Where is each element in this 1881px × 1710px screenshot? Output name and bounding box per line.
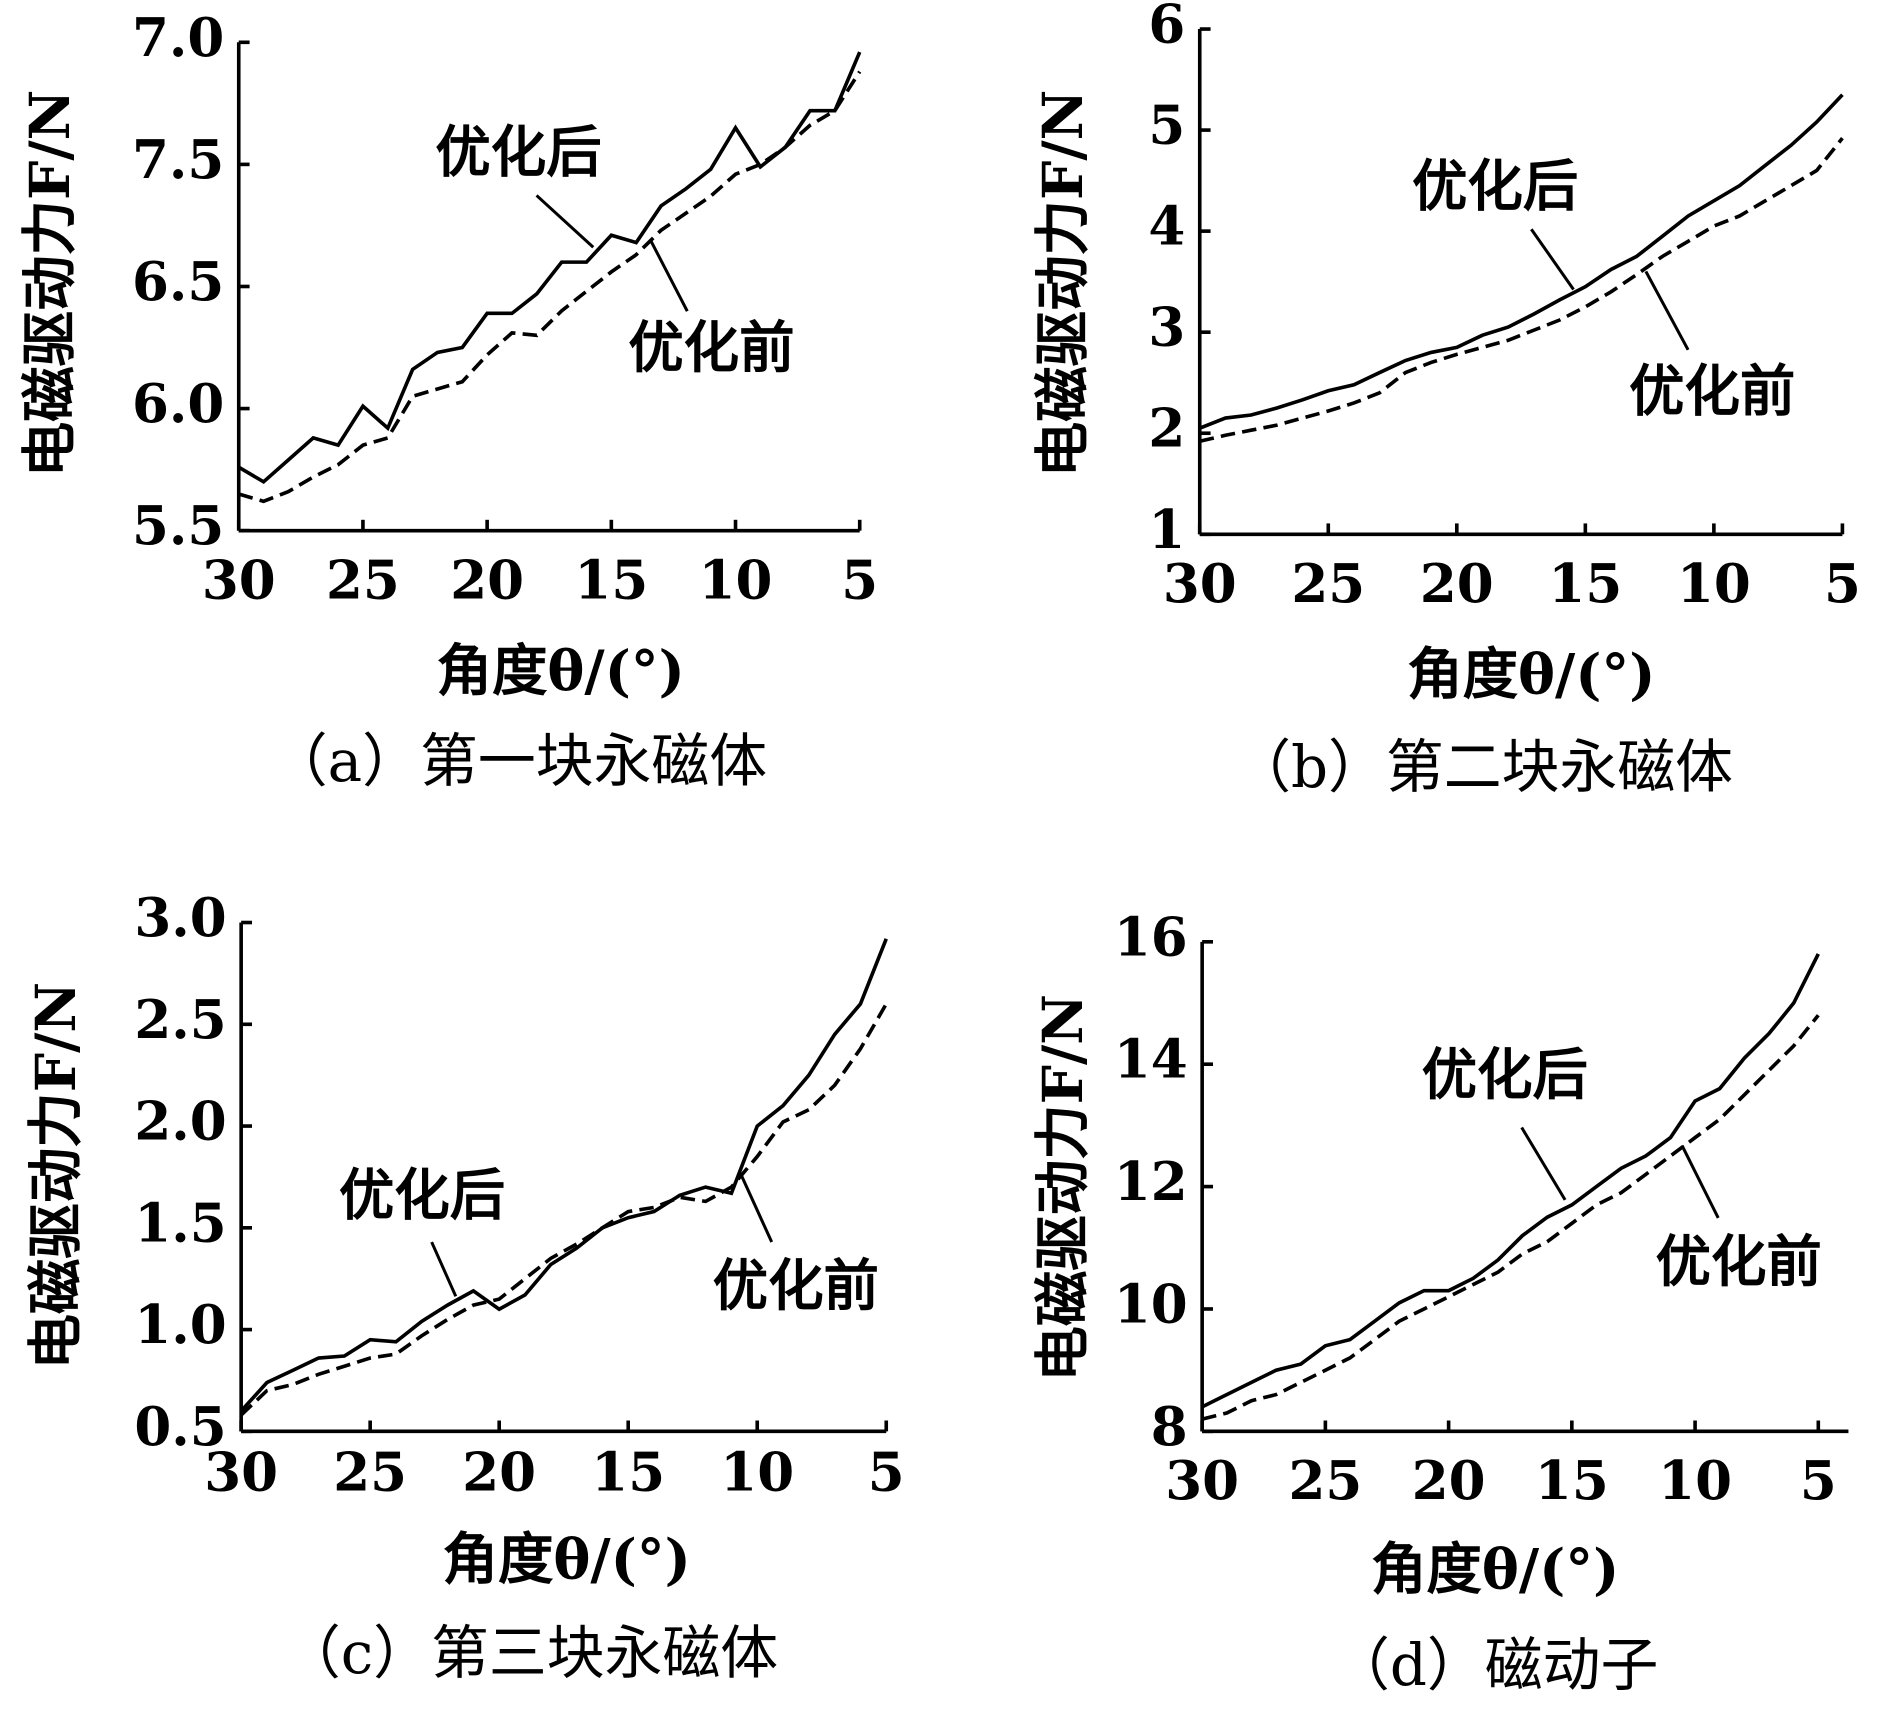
- series-label: 优化后: [339, 1164, 505, 1229]
- x-axis-label: 角度θ/(°): [437, 639, 685, 704]
- y-tick-label: 3.0: [134, 886, 226, 949]
- x-tick-label: 25: [326, 548, 400, 611]
- x-tick-label: 5: [1800, 1449, 1837, 1512]
- y-tick-label: 3: [1148, 296, 1185, 359]
- leader-line: [649, 240, 689, 312]
- x-tick-label: 10: [699, 548, 773, 611]
- x-axis-label: 角度θ/(°): [443, 1528, 691, 1593]
- y-tick-label: 5.5: [132, 494, 224, 557]
- y-tick-label: 14: [1114, 1028, 1188, 1091]
- leader-line: [1520, 1126, 1567, 1201]
- y-tick-label: 6.5: [132, 250, 224, 313]
- x-tick-label: 20: [450, 548, 524, 611]
- series-line: [1199, 93, 1844, 430]
- series-line: [239, 1003, 888, 1417]
- series-line: [1201, 1014, 1820, 1421]
- series-label: 优化前: [713, 1254, 879, 1319]
- y-tick-label: 1.0: [134, 1293, 226, 1356]
- leader-line: [1530, 228, 1575, 291]
- x-tick-label: 30: [1163, 552, 1237, 615]
- y-tick-label: 7.0: [132, 6, 224, 69]
- series-label: 优化前: [1629, 359, 1795, 424]
- x-tick-label: 5: [868, 1441, 905, 1504]
- y-axis-label: 电磁驱动力F/N: [24, 982, 89, 1370]
- leader-line: [430, 1241, 458, 1297]
- x-tick-label: 10: [720, 1441, 794, 1504]
- y-tick-label: 1.5: [134, 1191, 226, 1254]
- y-tick-label: 4: [1148, 195, 1185, 258]
- y-axis-label: 电磁驱动力F/N: [1031, 90, 1096, 478]
- series-label: 优化后: [1422, 1043, 1588, 1108]
- x-tick-label: 20: [1420, 552, 1494, 615]
- y-axis-label: 电磁驱动力F/N: [18, 90, 83, 478]
- x-tick-label: 5: [1824, 552, 1861, 615]
- x-axis-label: 角度θ/(°): [1371, 1537, 1619, 1602]
- x-tick-label: 10: [1658, 1449, 1732, 1512]
- series-label: 优化前: [1656, 1230, 1822, 1295]
- y-tick-label: 16: [1114, 905, 1188, 968]
- x-tick-label: 10: [1677, 552, 1751, 615]
- y-tick-label: 1: [1148, 498, 1185, 561]
- y-tick-label: 12: [1114, 1150, 1188, 1213]
- x-tick-label: 30: [1165, 1449, 1239, 1512]
- caption: （b）第二块永磁体: [1233, 733, 1733, 801]
- series-line: [237, 51, 862, 485]
- x-tick-label: 25: [1291, 552, 1365, 615]
- series-line: [239, 938, 888, 1413]
- y-tick-label: 6.0: [132, 372, 224, 435]
- y-axis-label: 电磁驱动力F/N: [1031, 994, 1096, 1382]
- caption: （d）磁动子: [1332, 1631, 1658, 1699]
- leader-line: [1644, 270, 1690, 351]
- x-tick-label: 20: [1412, 1449, 1486, 1512]
- series-line: [1201, 953, 1820, 1409]
- x-tick-label: 25: [1288, 1449, 1362, 1512]
- x-tick-label: 15: [1535, 1449, 1609, 1512]
- x-tick-label: 15: [1548, 552, 1622, 615]
- y-tick-label: 8: [1151, 1395, 1188, 1458]
- caption: （a）第一块永磁体: [270, 727, 767, 795]
- y-tick-label: 0.5: [134, 1395, 226, 1458]
- y-tick-label: 2: [1148, 397, 1185, 460]
- y-tick-label: 10: [1114, 1272, 1188, 1335]
- leader-line: [1680, 1144, 1720, 1219]
- series-label: 优化后: [435, 121, 601, 186]
- y-tick-label: 5: [1148, 94, 1185, 157]
- x-tick-label: 25: [333, 1441, 407, 1504]
- x-tick-label: 5: [841, 548, 878, 611]
- x-tick-label: 30: [202, 548, 276, 611]
- y-tick-label: 2.5: [134, 988, 226, 1051]
- series-label: 优化前: [628, 316, 794, 381]
- caption: （c）第三块永磁体: [283, 1619, 778, 1687]
- x-tick-label: 15: [574, 548, 648, 611]
- series-line: [238, 70, 862, 504]
- y-tick-label: 7.5: [132, 128, 224, 191]
- y-tick-label: 6: [1148, 0, 1185, 56]
- y-tick-label: 2.0: [134, 1090, 226, 1153]
- series-line: [1199, 137, 1844, 444]
- leader-line: [535, 194, 595, 249]
- leader-line: [740, 1175, 774, 1243]
- x-tick-label: 30: [204, 1441, 278, 1504]
- series-label: 优化后: [1412, 154, 1578, 219]
- x-axis-label: 角度θ/(°): [1407, 643, 1655, 708]
- x-tick-label: 15: [591, 1441, 665, 1504]
- x-tick-label: 20: [462, 1441, 536, 1504]
